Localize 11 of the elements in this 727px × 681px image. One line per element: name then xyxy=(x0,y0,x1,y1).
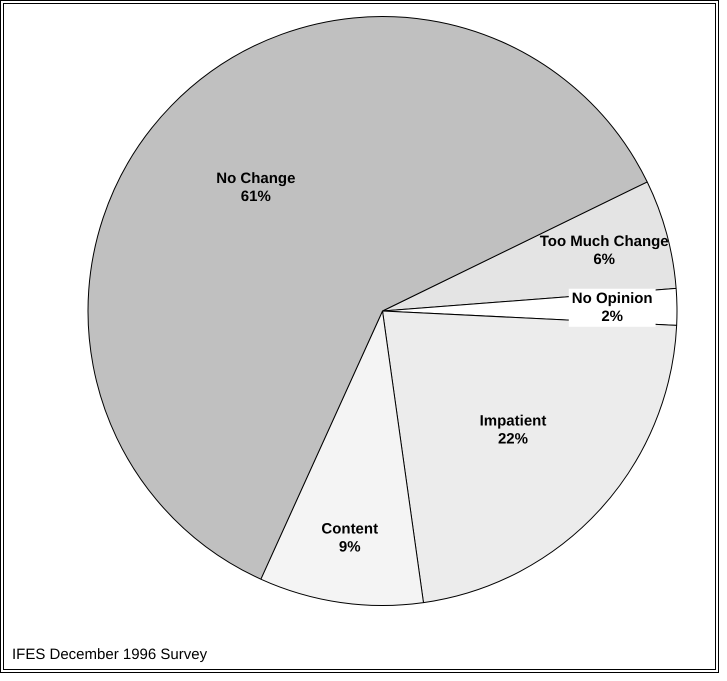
slice-label: No Opinion xyxy=(572,290,653,307)
text: IFES December 1996 Survey xyxy=(12,646,208,663)
data-label: 61% xyxy=(240,188,271,205)
data-label: 2% xyxy=(601,308,624,325)
slice-label: Too Much Change xyxy=(540,232,669,250)
data-label: 9% xyxy=(338,538,361,556)
data-label: 22% xyxy=(498,430,528,448)
slice-label: Impatient xyxy=(480,412,546,430)
slice-label: No Change xyxy=(216,170,296,187)
data-label: 6% xyxy=(593,250,616,268)
slice-label: Content xyxy=(321,520,378,538)
